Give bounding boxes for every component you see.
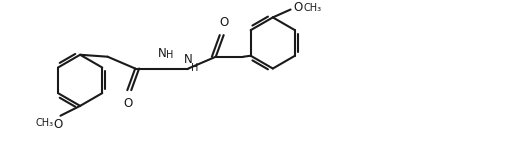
Text: CH₃: CH₃	[36, 118, 54, 128]
Text: N: N	[158, 47, 167, 60]
Text: H: H	[191, 64, 199, 73]
Text: O: O	[124, 97, 133, 110]
Text: O: O	[294, 1, 303, 14]
Text: O: O	[219, 16, 228, 29]
Text: H: H	[166, 50, 173, 60]
Text: CH₃: CH₃	[304, 3, 321, 13]
Text: N: N	[184, 53, 193, 66]
Text: O: O	[53, 118, 62, 131]
